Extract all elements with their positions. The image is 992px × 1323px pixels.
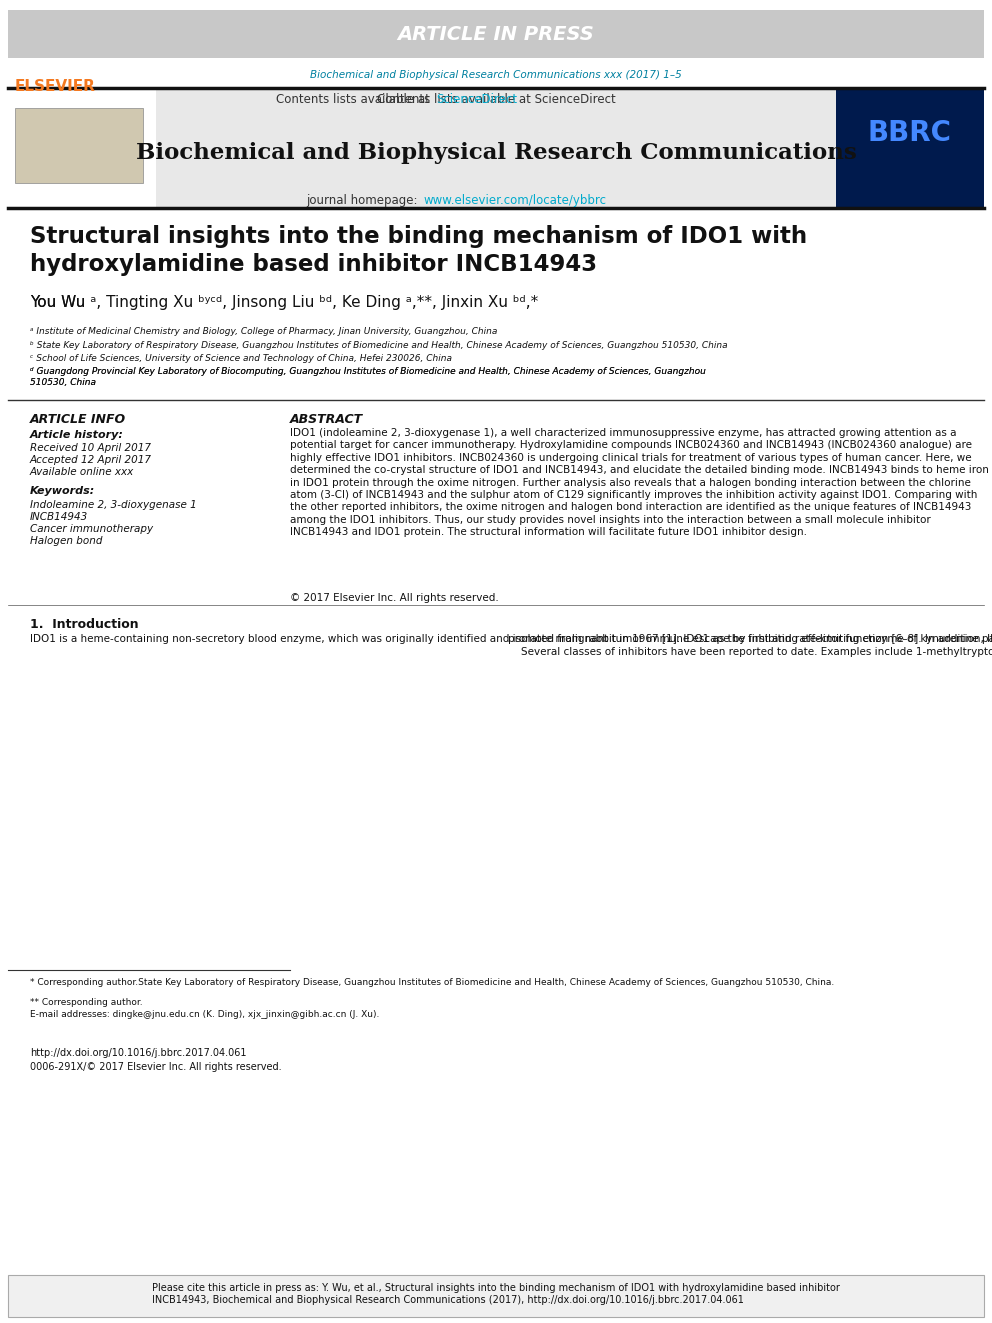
Text: Biochemical and Biophysical Research Communications xxx (2017) 1–5: Biochemical and Biophysical Research Com… <box>310 70 682 79</box>
Text: ᵇ State Key Laboratory of Respiratory Disease, Guangzhou Institutes of Biomedici: ᵇ State Key Laboratory of Respiratory Di… <box>30 340 727 349</box>
Text: ** Corresponding author.: ** Corresponding author. <box>30 998 143 1007</box>
Text: Contents lists available at: Contents lists available at <box>277 93 434 106</box>
Text: ᶜ School of Life Sciences, University of Science and Technology of China, Hefei : ᶜ School of Life Sciences, University of… <box>30 355 452 363</box>
Text: ᵈ Guangdong Provincial Key Laboratory of Biocomputing, Guangzhou Institutes of B: ᵈ Guangdong Provincial Key Laboratory of… <box>30 368 706 386</box>
Text: ARTICLE INFO: ARTICLE INFO <box>30 413 126 426</box>
Text: INCB14943: INCB14943 <box>30 512 88 523</box>
Text: ᵃ Institute of Medicinal Chemistry and Biology, College of Pharmacy, Jinan Unive: ᵃ Institute of Medicinal Chemistry and B… <box>30 327 497 336</box>
Text: http://dx.doi.org/10.1016/j.bbrc.2017.04.061: http://dx.doi.org/10.1016/j.bbrc.2017.04… <box>30 1048 246 1058</box>
Text: ScienceDirect: ScienceDirect <box>436 93 517 106</box>
Text: ARTICLE IN PRESS: ARTICLE IN PRESS <box>398 25 594 44</box>
Text: IDO1 is a heme-containing non-secretory blood enzyme, which was originally ident: IDO1 is a heme-containing non-secretory … <box>30 634 992 644</box>
Text: 0006-291X/© 2017 Elsevier Inc. All rights reserved.: 0006-291X/© 2017 Elsevier Inc. All right… <box>30 1062 282 1072</box>
Text: Received 10 April 2017: Received 10 April 2017 <box>30 443 151 452</box>
Bar <box>8 89 156 208</box>
Text: Biochemical and Biophysical Research Communications: Biochemical and Biophysical Research Com… <box>136 142 856 164</box>
Text: Structural insights into the binding mechanism of IDO1 with
hydroxylamidine base: Structural insights into the binding mec… <box>30 225 807 277</box>
Text: 1.  Introduction: 1. Introduction <box>30 618 139 631</box>
Text: IDO1 (indoleamine 2, 3-dioxygenase 1), a well characterized immunosuppressive en: IDO1 (indoleamine 2, 3-dioxygenase 1), a… <box>290 429 989 537</box>
Text: Cancer immunotherapy: Cancer immunotherapy <box>30 524 153 534</box>
Text: promote malignant tumor immune escape by inhibiting effector function [6–8]. In : promote malignant tumor immune escape by… <box>508 634 992 656</box>
Bar <box>8 11 984 58</box>
Text: Contents lists available at ScienceDirect: Contents lists available at ScienceDirec… <box>377 93 615 106</box>
Bar <box>15 108 143 183</box>
Text: © 2017 Elsevier Inc. All rights reserved.: © 2017 Elsevier Inc. All rights reserved… <box>290 593 499 603</box>
Text: Please cite this article in press as: Y. Wu, et al., Structural insights into th: Please cite this article in press as: Y.… <box>152 1283 840 1306</box>
Text: Article history:: Article history: <box>30 430 124 441</box>
Text: You Wu ᵃ, Tingting Xu ᵇʸᶜᵈ, Jinsong Liu ᵇᵈ, Ke Ding ᵃ,**, Jinxin Xu ᵇᵈ,*: You Wu ᵃ, Tingting Xu ᵇʸᶜᵈ, Jinsong Liu … <box>30 295 539 310</box>
Text: Indoleamine 2, 3-dioxygenase 1: Indoleamine 2, 3-dioxygenase 1 <box>30 500 196 509</box>
Text: BBRC: BBRC <box>868 119 952 147</box>
Text: * Corresponding author.State Key Laboratory of Respiratory Disease, Guangzhou In: * Corresponding author.State Key Laborat… <box>30 978 834 987</box>
Text: Accepted 12 April 2017: Accepted 12 April 2017 <box>30 455 152 464</box>
Text: ELSEVIER: ELSEVIER <box>15 79 96 94</box>
Text: E-mail addresses: dingke@jnu.edu.cn (K. Ding), xjx_jinxin@gibh.ac.cn (J. Xu).: E-mail addresses: dingke@jnu.edu.cn (K. … <box>30 1009 379 1019</box>
Text: Keywords:: Keywords: <box>30 486 95 496</box>
Text: ᵈ Guangdong Provincial Key Laboratory of Biocomputing, Guangzhou Institutes of B: ᵈ Guangdong Provincial Key Laboratory of… <box>30 368 706 386</box>
Text: www.elsevier.com/locate/ybbrc: www.elsevier.com/locate/ybbrc <box>423 194 606 206</box>
Text: Available online xxx: Available online xxx <box>30 467 134 478</box>
Bar <box>8 89 984 208</box>
Bar <box>8 1275 984 1316</box>
Bar <box>836 89 984 208</box>
Text: Halogen bond: Halogen bond <box>30 536 102 546</box>
Text: journal homepage:: journal homepage: <box>306 194 421 206</box>
Text: ABSTRACT: ABSTRACT <box>290 413 363 426</box>
Text: You Wu: You Wu <box>30 295 90 310</box>
